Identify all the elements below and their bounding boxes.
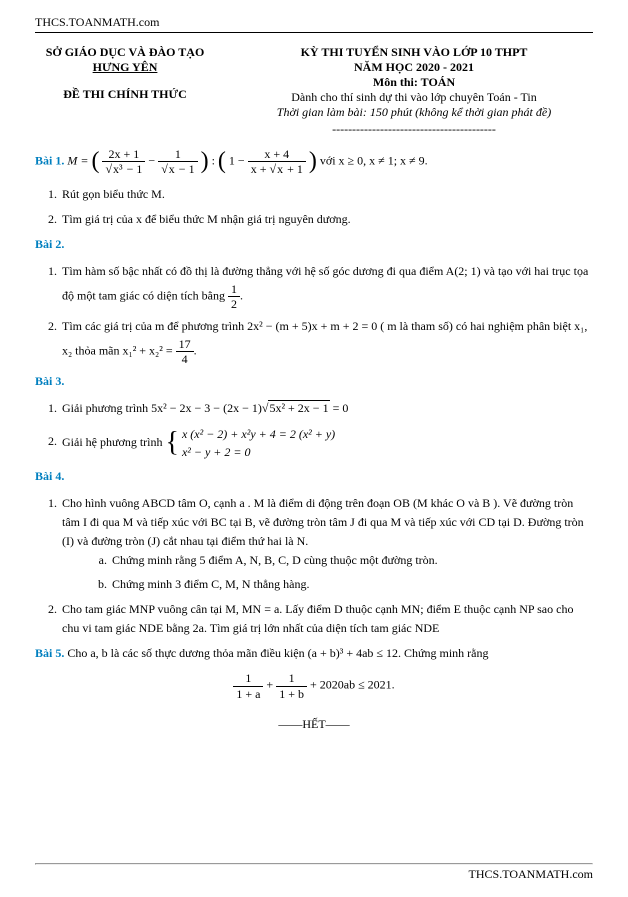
brace-icon: { (166, 429, 179, 457)
paren-icon: ) (201, 149, 209, 173)
bai1-frac1-den: x³ − 1 (102, 162, 145, 176)
bai1-frac2-den: x − 1 (158, 162, 197, 176)
bai4-sub-b: Chứng minh 3 điểm C, M, N thẳng hàng. (110, 575, 593, 594)
bai5: Bài 5. Cho a, b là các số thực dương thỏ… (35, 644, 593, 663)
bai3-label: Bài 3. (35, 374, 64, 388)
header-right-line5: Thời gian làm bài: 150 phút (không kể th… (235, 105, 593, 120)
header-right-dashes: ----------------------------------------… (235, 122, 593, 137)
bai1-list: Rút gọn biểu thức M. Tìm giá trị của x đ… (60, 185, 593, 229)
bai4-item1: Cho hình vuông ABCD tâm O, cạnh a . M là… (60, 494, 593, 594)
bai2-frac2: 17 4 (176, 337, 194, 367)
footer-rule (35, 863, 593, 865)
bai4-list: Cho hình vuông ABCD tâm O, cạnh a . M là… (60, 494, 593, 638)
header-right-line2: NĂM HỌC 2020 - 2021 (235, 60, 593, 75)
bai1-m-prefix: M = (67, 154, 91, 168)
bai2-label: Bài 2. (35, 237, 64, 251)
header-left: SỞ GIÁO DỤC VÀ ĐÀO TẠO HƯNG YÊN ĐỀ THI C… (35, 45, 215, 137)
bai1-frac3-pre: 1 − (229, 154, 248, 168)
bai2-list: Tìm hàm số bậc nhất có đồ thị là đường t… (60, 262, 593, 366)
bai3: Bài 3. (35, 372, 593, 391)
bai1-frac2: 1 x − 1 (158, 147, 197, 177)
bai1-frac3: x + 4 x + x + 1 (248, 147, 306, 177)
paren-icon: ( (218, 149, 226, 173)
bai5-label: Bài 5. (35, 646, 64, 660)
bai3-item1: Giải phương trình 5x² − 2x − 3 − (2x − 1… (60, 399, 593, 418)
site-header: THCS.TOANMATH.com (35, 15, 593, 30)
bai2-frac1: 1 2 (228, 282, 240, 312)
bai1-cond: với x ≥ 0, x ≠ 1; x ≠ 9. (320, 154, 428, 168)
bai1-frac1: 2x + 1 x³ − 1 (102, 147, 145, 177)
bai3-item2: Giải hệ phương trình { x (x² − 2) + x²y … (60, 425, 593, 461)
bai3-list: Giải phương trình 5x² − 2x − 3 − (2x − 1… (60, 399, 593, 460)
bai1-item2: Tìm giá trị của x để biểu thức M nhận gi… (60, 210, 593, 229)
bai1-frac3-den: x + x + 1 (248, 162, 306, 176)
header-right: KỲ THI TUYỂN SINH VÀO LỚP 10 THPT NĂM HỌ… (235, 45, 593, 137)
bai4-sublist: Chứng minh rằng 5 điểm A, N, B, C, D cùn… (110, 551, 593, 593)
header-right-line3: Môn thi: TOÁN (235, 75, 593, 90)
bai2-item1: Tìm hàm số bậc nhất có đồ thị là đường t… (60, 262, 593, 311)
header-right-line4: Dành cho thí sinh dự thi vào lớp chuyên … (235, 90, 593, 105)
bai4-label: Bài 4. (35, 469, 64, 483)
paren-icon: ( (91, 149, 99, 173)
bai1-frac2-num: 1 (158, 147, 197, 162)
header-left-line2: HƯNG YÊN (35, 60, 215, 75)
bai4-item2: Cho tam giác MNP vuông cân tại M, MN = a… (60, 600, 593, 638)
bai3-sys-line1: x (x² − 2) + x²y + 4 = 2 (x² + y) (182, 425, 335, 443)
bai1-frac3-num: x + 4 (248, 147, 306, 162)
header-left-line3: ĐỀ THI CHÍNH THỨC (35, 87, 215, 102)
bai2-item2: Tìm các giá trị của m để phương trình 2x… (60, 317, 593, 366)
site-footer: THCS.TOANMATH.com (35, 863, 593, 882)
bai4: Bài 4. (35, 467, 593, 486)
bai1-label: Bài 1. (35, 154, 64, 168)
top-rule (35, 32, 593, 33)
bai5-equation: 1 1 + a + 1 1 + b + 2020ab ≤ 2021. (35, 671, 593, 701)
header-left-line1: SỞ GIÁO DỤC VÀ ĐÀO TẠO (35, 45, 215, 60)
bai1-frac1-num: 2x + 1 (102, 147, 145, 162)
header-right-line1: KỲ THI TUYỂN SINH VÀO LỚP 10 THPT (235, 45, 593, 60)
header-block: SỞ GIÁO DỤC VÀ ĐÀO TẠO HƯNG YÊN ĐỀ THI C… (35, 45, 593, 137)
content: Bài 1. M = ( 2x + 1 x³ − 1 − 1 x − 1 ) :… (35, 147, 593, 734)
end-marker: ——HẾT—— (35, 715, 593, 734)
footer-text: THCS.TOANMATH.com (469, 867, 593, 881)
bai2: Bài 2. (35, 235, 593, 254)
bai1: Bài 1. M = ( 2x + 1 x³ − 1 − 1 x − 1 ) :… (35, 147, 593, 177)
bai1-item1: Rút gọn biểu thức M. (60, 185, 593, 204)
bai3-sys-line2: x² − y + 2 = 0 (182, 443, 335, 461)
bai4-sub-a: Chứng minh rằng 5 điểm A, N, B, C, D cùn… (110, 551, 593, 570)
bai5-stem: Cho a, b là các số thực dương thỏa mãn đ… (67, 646, 488, 660)
paren-icon: ) (309, 149, 317, 173)
bai3-system: { x (x² − 2) + x²y + 4 = 2 (x² + y) x² −… (166, 425, 336, 461)
